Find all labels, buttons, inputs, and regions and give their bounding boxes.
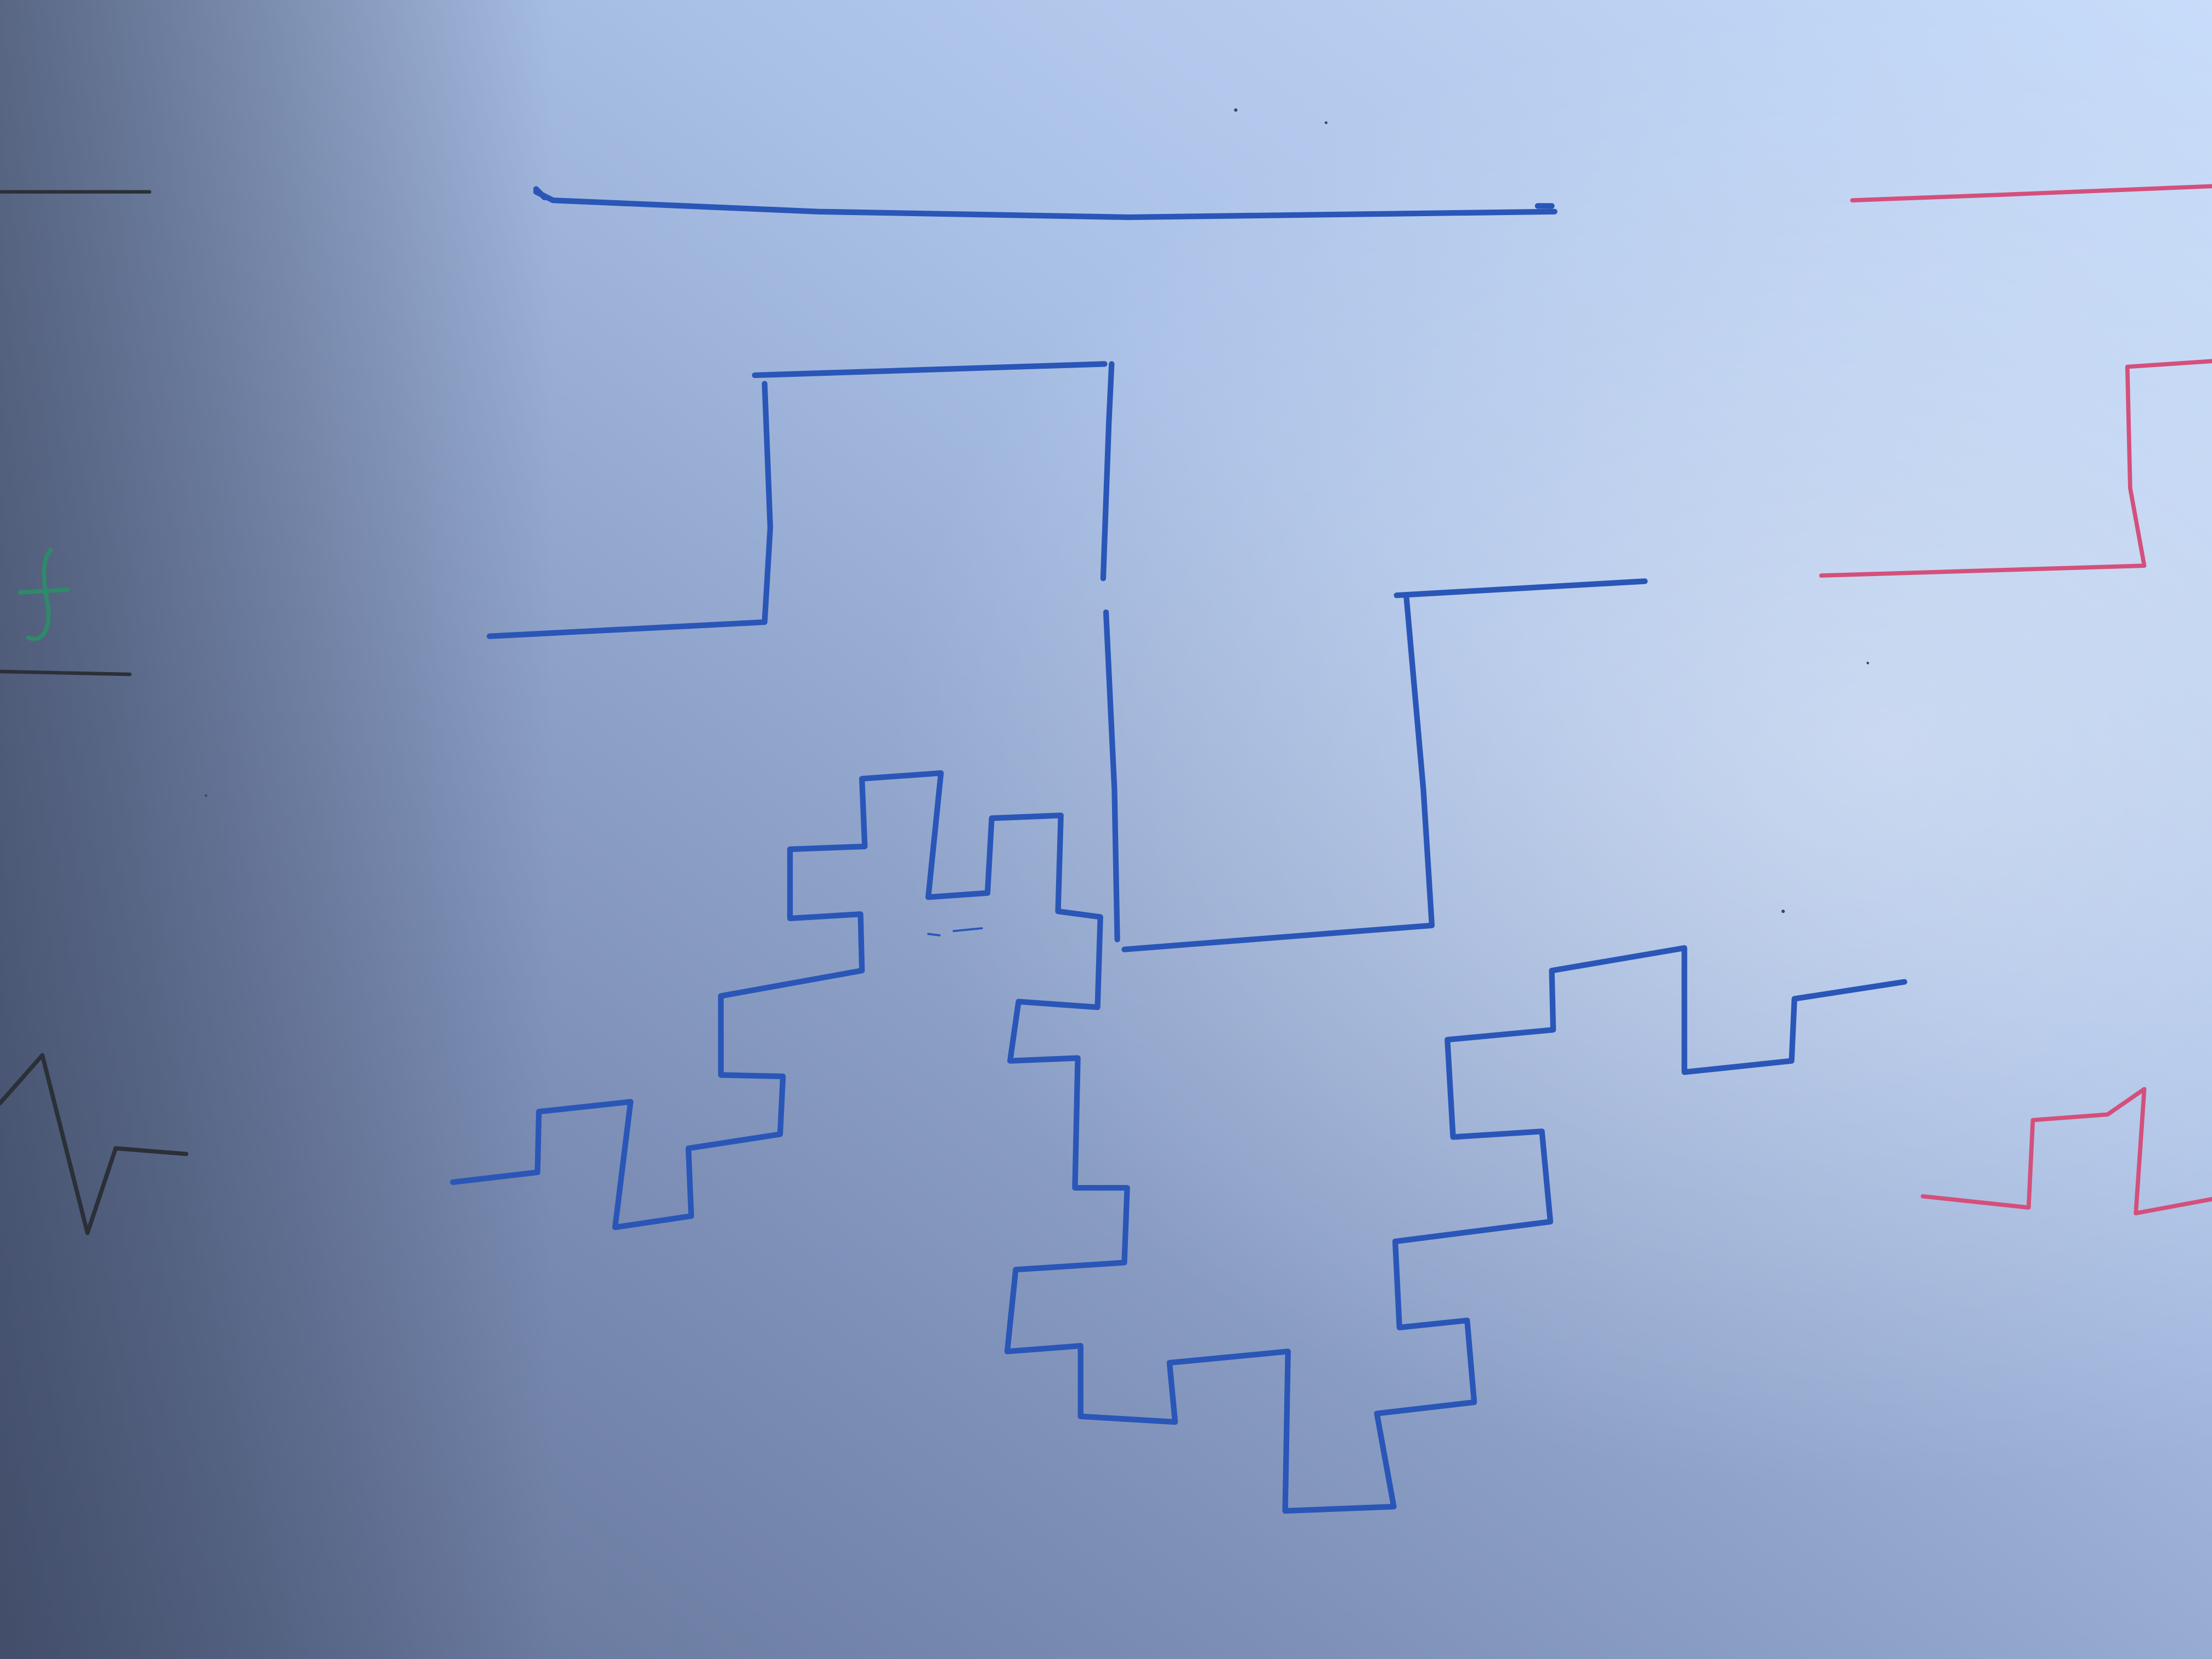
- koch-iteration-1-square: [487, 361, 1648, 952]
- koch-iteration-0-line: [533, 186, 1558, 221]
- black-lines: [0, 190, 151, 676]
- board-specks: [205, 108, 1869, 913]
- red-iteration-2-square: [1921, 1087, 2212, 1216]
- red-iteration-1-square: [1819, 359, 2212, 578]
- black-zigzag: [0, 1053, 189, 1235]
- marker-specks: [927, 927, 983, 936]
- koch-iteration-2-square: [450, 770, 1908, 1514]
- red-iteration-0-line: [1850, 184, 2212, 202]
- green-sign-glyph: [18, 548, 70, 641]
